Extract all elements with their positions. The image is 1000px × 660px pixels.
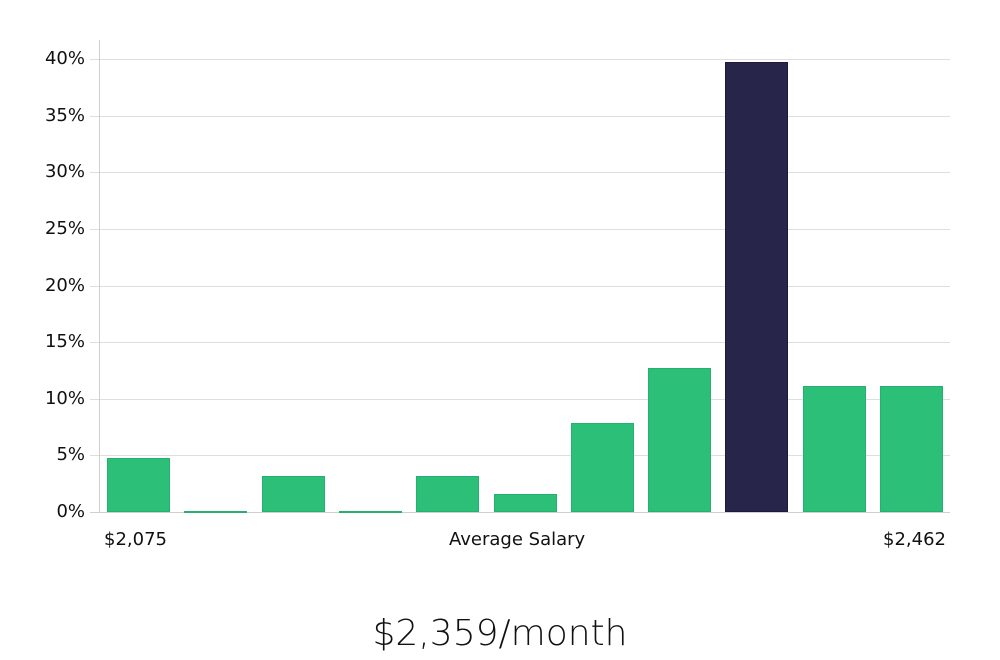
gridline	[90, 229, 950, 230]
bar-highlighted	[725, 62, 788, 512]
average-salary-summary: $2,359/month	[372, 613, 628, 654]
bar	[339, 510, 402, 513]
y-tick-label: 40%	[44, 48, 85, 69]
y-tick-label: 25%	[44, 218, 85, 239]
bar	[803, 386, 866, 512]
bar	[571, 422, 634, 512]
gridline	[90, 172, 950, 173]
gridline	[90, 286, 950, 287]
x-axis-title: Average Salary	[449, 529, 586, 550]
bar	[184, 510, 247, 513]
gridline	[90, 399, 950, 400]
y-tick-label: 30%	[44, 161, 85, 182]
bar	[262, 475, 325, 512]
y-axis-line	[99, 40, 100, 513]
bar	[880, 386, 943, 512]
bar	[416, 475, 479, 512]
bar	[494, 493, 557, 512]
y-tick-label: 0%	[56, 501, 85, 522]
x-axis-max-label: $2,462	[883, 529, 946, 550]
x-axis-min-label: $2,075	[104, 529, 167, 550]
y-tick-label: 35%	[44, 105, 85, 126]
y-tick-label: 10%	[44, 388, 85, 409]
bar	[648, 368, 711, 512]
bar	[107, 457, 170, 512]
gridline	[90, 512, 950, 513]
y-tick-label: 5%	[56, 444, 85, 465]
gridline	[90, 342, 950, 343]
gridline	[90, 59, 950, 60]
y-tick-label: 15%	[44, 331, 85, 352]
gridline	[90, 455, 950, 456]
gridline	[90, 116, 950, 117]
y-tick-label: 20%	[44, 275, 85, 296]
